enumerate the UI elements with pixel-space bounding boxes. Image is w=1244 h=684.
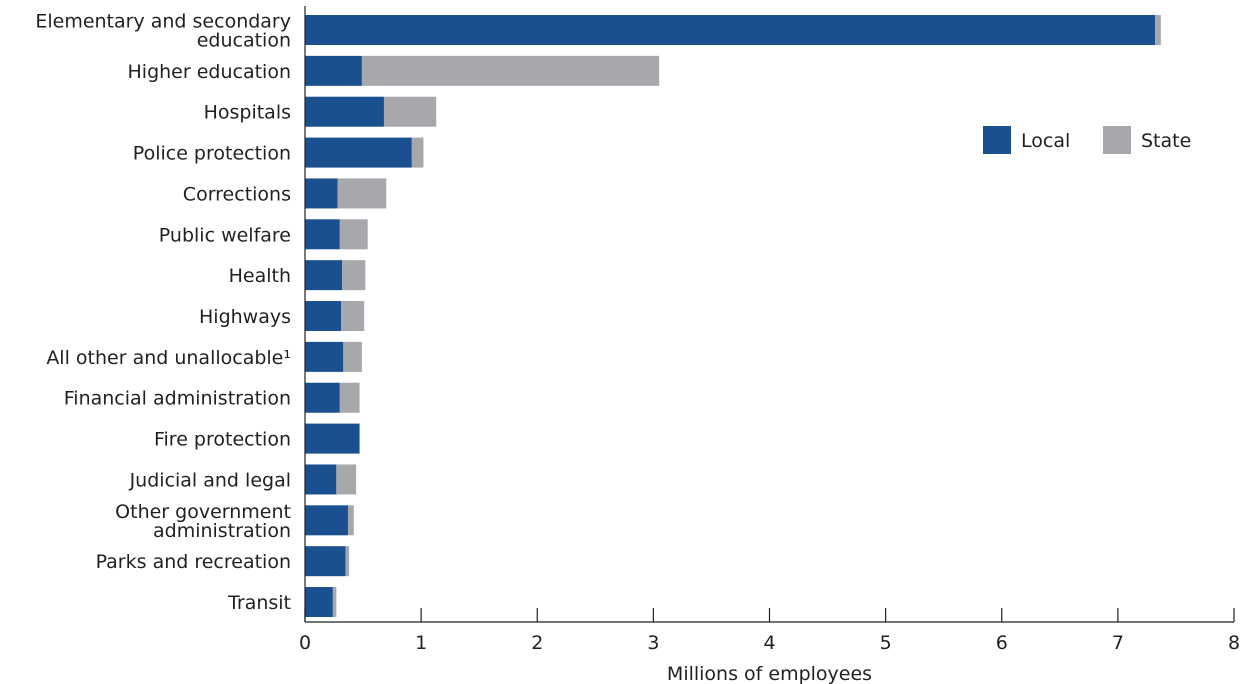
x-tick-label-1: 1 (415, 632, 427, 654)
x-axis-title: Millions of employees (667, 663, 872, 684)
bar-local-elementary-and-secondary-education (305, 15, 1156, 45)
bar-local-police-protection (305, 137, 412, 168)
bar-state-parks-and-recreation (345, 546, 350, 577)
category-label-line: All other and unallocable¹ (46, 347, 291, 369)
legend-label-state: State (1141, 130, 1191, 152)
category-label-line: administration (153, 520, 291, 542)
x-tick-label-4: 4 (763, 632, 775, 654)
category-label-fire-protection: Fire protection (154, 429, 291, 451)
category-label-other-government-administration: Other government administration (115, 501, 291, 542)
category-label-highways: Highways (199, 306, 291, 328)
legend-swatch-local (983, 126, 1011, 154)
bar-local-corrections (305, 178, 338, 209)
bar-local-fire-protection (305, 423, 360, 454)
category-label-parks-and-recreation: Parks and recreation (96, 551, 291, 573)
bar-local-highways (305, 301, 341, 332)
bar-local-higher-education (305, 55, 362, 86)
bar-state-elementary-and-secondary-education (1155, 15, 1161, 45)
bar-local-judicial-and-legal (305, 464, 337, 495)
bar-state-corrections (337, 178, 387, 209)
category-label-financial-administration: Financial administration (64, 388, 291, 410)
x-axis-ticks: 0 1 2 3 4 5 6 7 8 (299, 608, 1240, 654)
bar-local-health (305, 260, 343, 291)
category-label-line: Fire protection (154, 429, 291, 451)
category-label-health: Health (229, 265, 291, 287)
category-label-corrections: Corrections (183, 183, 291, 205)
legend-label-local: Local (1021, 130, 1070, 152)
bar-local-parks-and-recreation (305, 546, 346, 577)
category-label-line: Health (229, 265, 291, 287)
category-label-judicial-and-legal: Judicial and legal (129, 469, 291, 491)
legend-swatch-state (1103, 126, 1131, 154)
x-tick-label-5: 5 (880, 632, 892, 654)
bars-group (305, 15, 1161, 618)
category-label-transit: Transit (227, 592, 291, 614)
category-label-line: Higher education (128, 61, 292, 83)
category-label-elementary-and-secondary-education: Elementary and secondary education (35, 11, 291, 52)
bar-local-all-other-and-unallocable (305, 341, 344, 372)
bar-local-other-government-administration (305, 505, 348, 536)
category-label-line: Parks and recreation (96, 551, 291, 573)
category-label-hospitals: Hospitals (204, 102, 291, 124)
x-tick-label-6: 6 (996, 632, 1008, 654)
category-label-all-other-and-unallocable: All other and unallocable¹ (46, 347, 291, 369)
x-tick-label-2: 2 (531, 632, 543, 654)
category-label-public-welfare: Public welfare (159, 224, 291, 246)
category-label-line: Elementary and secondary (35, 11, 291, 33)
bar-state-judicial-and-legal (336, 464, 357, 495)
category-label-line: Public welfare (159, 224, 291, 246)
bar-local-hospitals (305, 96, 384, 127)
category-label-line: Corrections (183, 183, 291, 205)
bar-state-highways (340, 301, 365, 332)
x-tick-label-8: 8 (1228, 632, 1240, 654)
x-tick-label-7: 7 (1112, 632, 1124, 654)
category-labels: Elementary and secondary education Higher … (35, 11, 291, 615)
bar-state-transit (332, 587, 337, 618)
bar-state-other-government-administration (347, 505, 354, 536)
category-label-line: Financial administration (64, 388, 291, 410)
bar-state-higher-education (361, 55, 660, 86)
bar-local-transit (305, 587, 333, 618)
category-label-line: Highways (199, 306, 291, 328)
x-tick-label-3: 3 (647, 632, 659, 654)
bar-state-police-protection (411, 137, 424, 168)
category-label-line: Police protection (133, 143, 291, 165)
category-label-line: Hospitals (204, 102, 291, 124)
category-label-higher-education: Higher education (128, 61, 292, 83)
bar-state-public-welfare (339, 219, 368, 250)
legend: Local State (983, 126, 1191, 154)
bar-state-hospitals (383, 96, 437, 127)
category-label-line: Other government (115, 501, 291, 523)
bar-state-financial-administration (339, 382, 360, 413)
category-label-line: Transit (227, 592, 291, 614)
category-label-line: education (197, 30, 291, 52)
category-label-police-protection: Police protection (133, 143, 291, 165)
bar-local-public-welfare (305, 219, 340, 250)
bar-local-financial-administration (305, 382, 340, 413)
category-label-line: Judicial and legal (129, 469, 291, 491)
x-tick-label-0: 0 (299, 632, 311, 654)
bar-state-all-other-and-unallocable (343, 341, 362, 372)
bar-state-health (342, 260, 366, 291)
